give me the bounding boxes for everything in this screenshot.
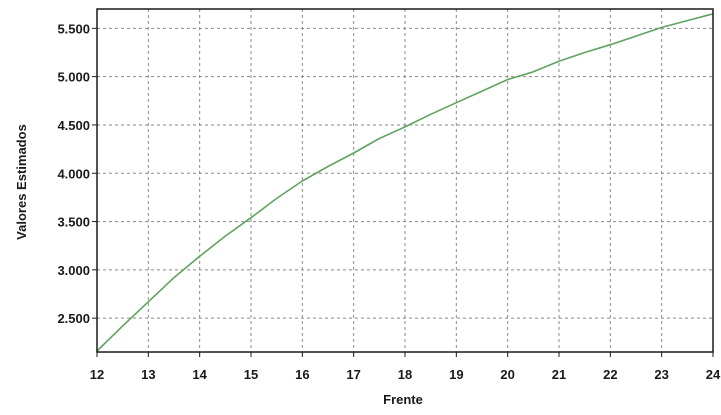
x-tick-label: 12 (90, 367, 104, 382)
x-tick-label: 15 (244, 367, 258, 382)
tick-marks (92, 27, 714, 357)
x-tick-label: 16 (295, 367, 309, 382)
grid-lines (97, 9, 713, 352)
series-layer (96, 13, 714, 352)
series-line (96, 13, 714, 352)
plot-frame (96, 8, 714, 353)
y-tick-label: 5.000 (57, 70, 90, 85)
x-tick-label: 13 (141, 367, 155, 382)
x-tick-label: 23 (654, 367, 668, 382)
y-tick-label: 4.000 (57, 166, 90, 181)
y-axis-title: Valores Estimados (14, 124, 29, 240)
x-tick-label: 14 (192, 367, 207, 382)
y-tick-label: 3.000 (57, 263, 90, 278)
x-tick-label: 20 (500, 367, 514, 382)
y-tick-label: 4.500 (57, 118, 90, 133)
x-tick-labels: 12 13 14 15 16 17 18 19 20 21 22 23 24 (90, 367, 721, 382)
x-axis-title: Frente (383, 392, 423, 407)
y-tick-labels: 2.500 3.000 3.500 4.000 4.500 5.000 5.500 (57, 21, 90, 326)
x-tick-label: 19 (449, 367, 463, 382)
x-tick-label: 24 (706, 367, 721, 382)
x-tick-label: 22 (603, 367, 617, 382)
x-tick-label: 17 (346, 367, 360, 382)
y-tick-label: 2.500 (57, 311, 90, 326)
x-tick-label: 21 (552, 367, 566, 382)
y-tick-label: 5.500 (57, 21, 90, 36)
x-tick-label: 18 (398, 367, 412, 382)
y-tick-label: 3.500 (57, 215, 90, 230)
